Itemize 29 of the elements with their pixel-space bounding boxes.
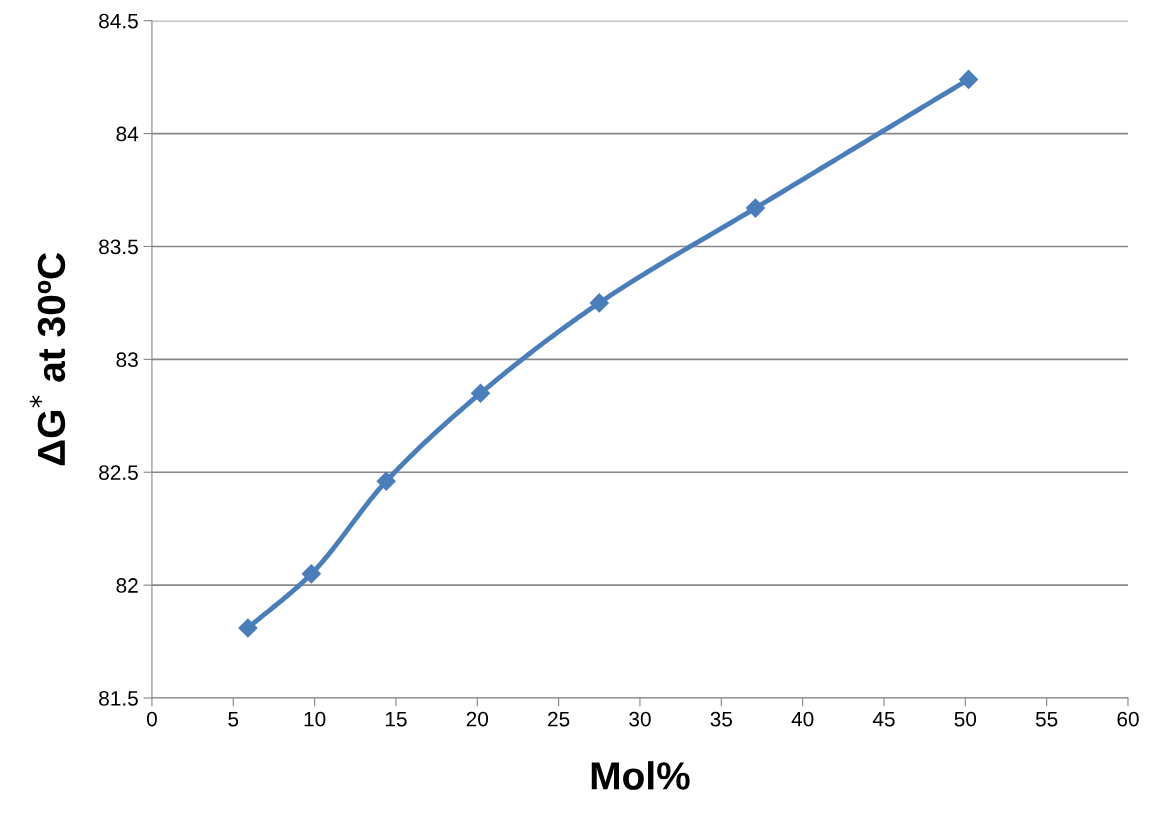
point — [589, 293, 609, 313]
x-tick-label: 25 — [548, 711, 570, 727]
x-tick-label: 10 — [304, 711, 326, 727]
x-tick-label: 15 — [385, 711, 407, 727]
x-tick-label: 40 — [791, 711, 814, 727]
y-tick-label: 82 — [116, 578, 138, 593]
point — [376, 471, 396, 491]
x-tick-label: 60 — [1117, 711, 1139, 727]
point — [959, 69, 979, 89]
y-axis-title: ΔG$^{*}$ at 30ºC — [29, 252, 66, 466]
x-tick-label: 45 — [872, 711, 895, 727]
x-tick-label: 50 — [954, 711, 977, 727]
x-tick-label: 0 — [146, 711, 157, 727]
x-tick-label: 35 — [710, 711, 733, 727]
point — [745, 198, 765, 218]
x-tick-label: 30 — [629, 711, 651, 727]
y-tick-label: 82.5 — [99, 465, 138, 480]
y-tick-label: 83 — [116, 352, 138, 368]
y-tick-label: 81.5 — [99, 691, 138, 706]
y-tick-label: 84.5 — [99, 13, 138, 29]
point — [238, 618, 258, 638]
x-tick-label: 20 — [466, 711, 489, 727]
point — [471, 383, 491, 403]
x-tick-label: 5 — [228, 711, 239, 727]
point — [301, 564, 321, 584]
y-tick-label: 84 — [116, 126, 139, 142]
y-tick-label: 83.5 — [99, 239, 138, 255]
x-tick-label: 55 — [1035, 711, 1058, 727]
x-axis-title: Mol% — [591, 761, 690, 790]
